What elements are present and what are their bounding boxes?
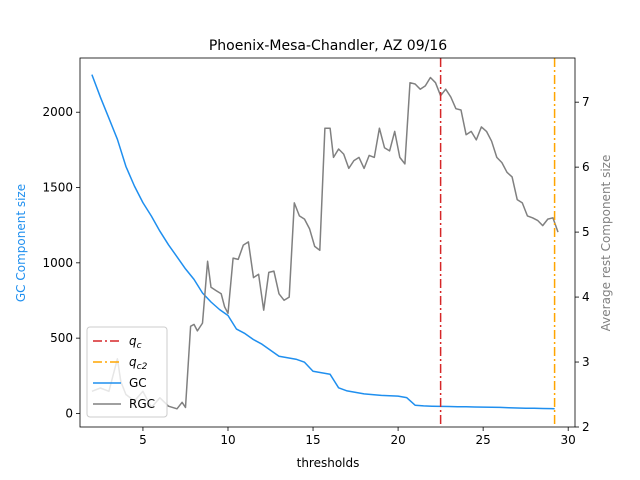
plot-area: 5 10 15 20 25 30 0 500 1000 1500 2000 2 3 4 5 6 7 — [42, 57, 590, 447]
legend-box — [86, 326, 168, 418]
y-tick-label-left: 1000 — [42, 256, 73, 270]
y-tick-label-right: 6 — [582, 160, 590, 174]
y-axis-label-left: GC Component size — [14, 184, 28, 302]
y-tick-label-left: 0 — [65, 406, 73, 420]
y-axis-label-right: Average rest Component size — [599, 155, 613, 332]
x-tick-label: 30 — [561, 433, 576, 447]
x-tick-label: 25 — [476, 433, 491, 447]
legend-label-1: qc2 — [129, 355, 148, 372]
x-tick-label: 10 — [220, 433, 235, 447]
series-line-gc — [91, 74, 555, 410]
y-tick-label-right: 7 — [582, 95, 590, 109]
x-tick-label: 20 — [390, 433, 405, 447]
y-tick-label-left: 2000 — [42, 105, 73, 119]
chart-title: Phoenix-Mesa-Chandler, AZ 09/16 — [209, 38, 447, 54]
y-tick-label-right: 5 — [582, 225, 590, 239]
y-tick-label-left: 1500 — [42, 181, 73, 195]
x-tick-label: 15 — [305, 433, 320, 447]
x-axis-label: thresholds — [297, 456, 360, 470]
x-tick-label: 5 — [139, 433, 147, 447]
legend: qc qc2 GC RGC — [86, 326, 168, 418]
y-tick-label-left: 500 — [50, 331, 73, 345]
series-line-rgc — [91, 76, 559, 410]
legend-label-3: RGC — [129, 397, 155, 411]
y-tick-label-right: 4 — [582, 290, 590, 304]
legend-label-0: qc — [129, 334, 142, 351]
legend-label-2: GC — [129, 376, 147, 390]
y-tick-label-right: 3 — [582, 355, 590, 369]
plot-frame — [79, 57, 576, 428]
y-tick-label-right: 2 — [582, 420, 590, 434]
